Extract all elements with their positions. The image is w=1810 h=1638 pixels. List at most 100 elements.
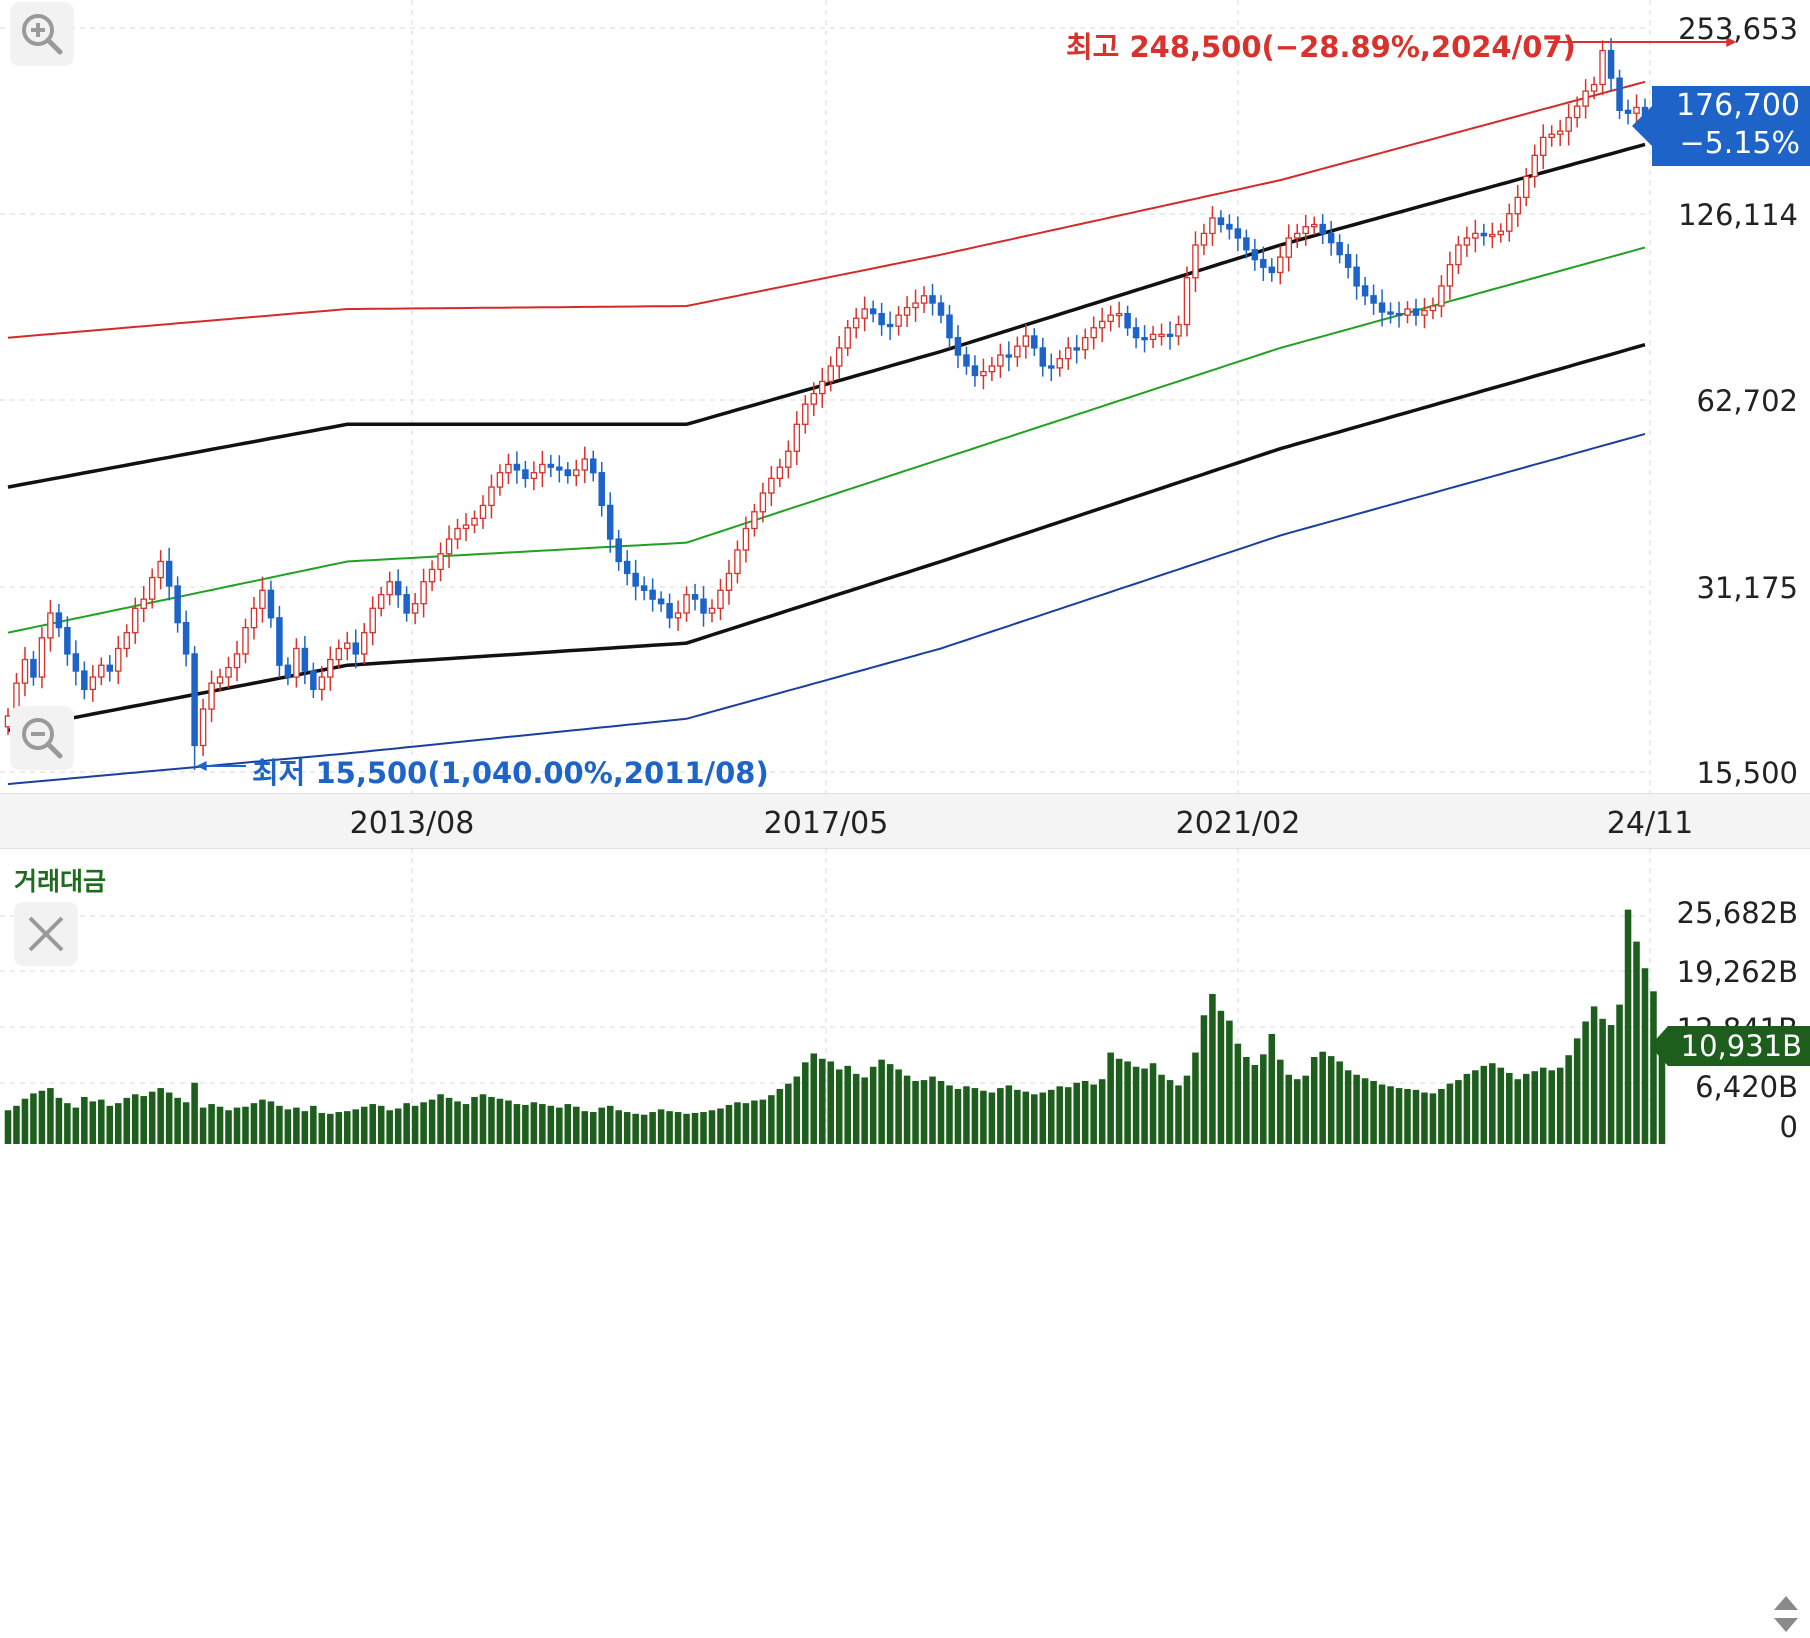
candle-body: [1395, 312, 1403, 317]
volume-bar: [861, 1077, 868, 1144]
candle: [1226, 214, 1233, 240]
zoom-out-icon: [22, 718, 63, 759]
candle: [810, 382, 818, 416]
volume-bar: [522, 1104, 529, 1144]
candle-body: [47, 612, 54, 639]
candle-body: [225, 666, 232, 678]
volume-bar: [1149, 1063, 1157, 1144]
candle: [1183, 266, 1191, 337]
candle-body: [700, 598, 707, 614]
candle: [1014, 336, 1021, 367]
candle-body: [640, 585, 648, 591]
candle-body: [1048, 365, 1055, 369]
candle: [963, 346, 970, 375]
price-chart[interactable]: [0, 0, 1810, 793]
candle-body: [1489, 233, 1496, 238]
candle-body: [1472, 232, 1479, 239]
candle-body: [1565, 116, 1572, 132]
candle: [123, 624, 130, 658]
volume-bar: [1141, 1068, 1148, 1144]
candle: [38, 627, 46, 689]
volume-bar: [556, 1107, 563, 1144]
candle-body: [259, 589, 266, 609]
volume-bar: [1378, 1084, 1386, 1144]
volume-bar: [971, 1088, 979, 1144]
volume-bar: [216, 1106, 224, 1144]
candle-body: [1234, 228, 1242, 239]
candle: [1268, 258, 1276, 282]
candle-body: [1124, 312, 1131, 329]
candle: [140, 586, 147, 623]
candle: [980, 358, 987, 390]
candle: [1531, 144, 1538, 188]
candle: [878, 302, 885, 336]
candle-body: [1022, 335, 1030, 347]
candle-body: [691, 594, 699, 600]
volume-bar: [1251, 1064, 1259, 1144]
candle-body: [988, 365, 996, 373]
candle: [1192, 231, 1199, 293]
candle-body: [844, 327, 851, 349]
x-axis-bar[interactable]: 2013/08 2017/05 2021/02 24/11: [0, 793, 1810, 1632]
volume-bar: [1234, 1043, 1242, 1144]
candle-body: [123, 632, 130, 650]
close-volume-button[interactable]: [14, 902, 78, 966]
volume-bar: [683, 1113, 690, 1144]
candle-body: [386, 581, 393, 596]
candle-body: [1599, 49, 1606, 86]
candle: [929, 283, 936, 316]
volume-bar: [903, 1075, 911, 1144]
volume-bar: [759, 1099, 767, 1144]
volume-bar: [1073, 1082, 1080, 1144]
price-y-tick: 31,175: [1696, 571, 1798, 605]
volume-bar: [785, 1083, 792, 1144]
candle: [1395, 301, 1403, 328]
candle: [649, 578, 656, 612]
candle: [734, 540, 741, 584]
candle: [301, 635, 309, 685]
volume-bar: [997, 1088, 1004, 1144]
candle-body: [242, 626, 249, 655]
volume-bar: [1607, 1025, 1615, 1144]
zoom-in-button[interactable]: [10, 2, 74, 66]
candle-body: [793, 423, 801, 452]
close-icon: [28, 916, 64, 952]
candle-body: [1056, 357, 1064, 369]
candle: [1064, 337, 1072, 370]
zoom-out-button[interactable]: [10, 706, 74, 770]
candle: [1489, 222, 1496, 249]
candle: [1200, 223, 1208, 255]
high-arrow-head: [1726, 37, 1737, 47]
volume-bar: [276, 1105, 283, 1144]
candle: [1107, 305, 1114, 332]
candle-body: [1582, 90, 1589, 107]
candle: [148, 568, 156, 609]
candle-body: [1073, 347, 1080, 351]
candle: [717, 578, 724, 621]
volume-bar: [963, 1086, 970, 1144]
candle: [310, 662, 317, 699]
candle-body: [835, 347, 843, 367]
volume-bar: [199, 1107, 207, 1144]
candle-body: [1293, 232, 1301, 239]
scroll-button[interactable]: [1768, 1594, 1804, 1634]
candle-body: [428, 568, 436, 583]
candle: [912, 289, 919, 322]
candle-body: [488, 486, 495, 507]
candle-body: [1090, 327, 1097, 339]
candle-body: [810, 392, 818, 405]
volume-bar: [445, 1097, 453, 1144]
candle: [488, 474, 495, 519]
volume-bar: [1064, 1087, 1072, 1144]
volume-bar: [462, 1104, 470, 1144]
volume-bar: [1565, 1055, 1572, 1144]
candle-body: [903, 306, 911, 316]
candle: [352, 629, 360, 669]
volume-bar: [1031, 1094, 1038, 1144]
volume-bar: [98, 1099, 105, 1144]
candle: [115, 635, 122, 685]
volume-bar: [835, 1069, 843, 1144]
volume-bar: [1124, 1061, 1131, 1144]
candle: [1132, 317, 1140, 349]
volume-chart[interactable]: [0, 848, 1810, 1145]
